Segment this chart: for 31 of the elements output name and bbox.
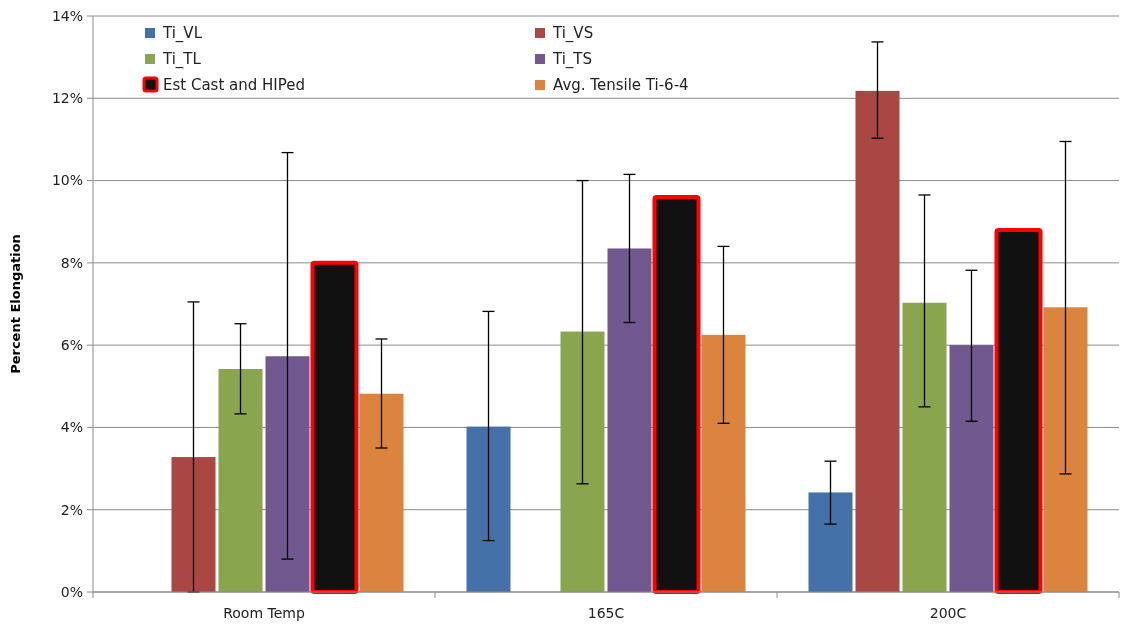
- y-tick-label: 14%: [51, 7, 83, 24]
- y-tick-label: 2%: [60, 501, 83, 518]
- bar: [265, 356, 310, 592]
- y-tick-label: 4%: [60, 419, 83, 436]
- legend-label: Avg. Tensile Ti-6-4: [553, 76, 689, 95]
- legend-label: Est Cast and HIPed: [163, 76, 306, 95]
- y-axis-title: Percent Elongation: [8, 234, 23, 374]
- legend-label: Ti_VL: [162, 24, 203, 44]
- y-tick-label: 0%: [60, 583, 83, 600]
- bar: [607, 248, 652, 592]
- y-tick-label: 10%: [51, 172, 83, 189]
- bar: [855, 90, 900, 592]
- x-tick-label: 165C: [587, 605, 625, 621]
- bar: [1043, 307, 1088, 592]
- x-tick-label: 200C: [929, 605, 967, 621]
- bar: [466, 426, 511, 592]
- bar: [808, 492, 853, 592]
- legend-label: Ti_TL: [162, 50, 202, 70]
- bar: [171, 457, 216, 592]
- bar: [701, 334, 746, 592]
- bar: [949, 345, 994, 592]
- y-tick-label: 8%: [60, 254, 83, 271]
- legend-label: Ti_VS: [552, 24, 594, 44]
- bar: [359, 393, 404, 592]
- y-tick-label: 12%: [51, 90, 83, 107]
- legend-label: Ti_TS: [552, 50, 593, 70]
- bar: [218, 369, 263, 592]
- y-tick-label: 6%: [60, 337, 83, 354]
- bar: [560, 331, 605, 592]
- bar: [902, 302, 947, 592]
- x-tick-label: Room Temp: [223, 605, 305, 621]
